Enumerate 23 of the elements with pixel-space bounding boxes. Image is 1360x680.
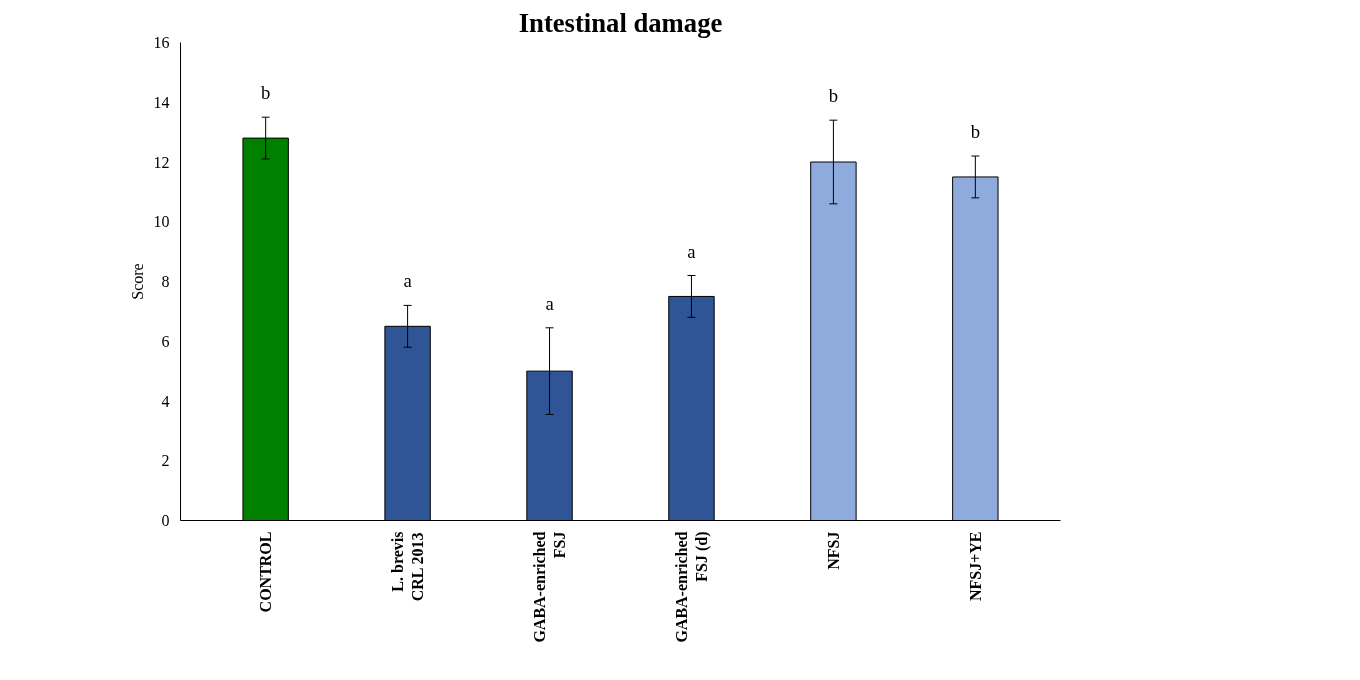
x-tick-label: NFSJ: [824, 531, 842, 570]
annotation: a: [403, 270, 413, 292]
annotation: b: [970, 121, 980, 143]
x-tick-label: NFSJ+YE: [966, 531, 984, 602]
y-tick-label: 14: [153, 93, 170, 111]
chart-title: Intestinal damage: [518, 7, 723, 38]
annotation: b: [828, 85, 839, 107]
x-tick-label: CONTROL: [257, 531, 275, 613]
annotation: a: [545, 292, 555, 314]
x-tick-label: GABA-enriched FSJ: [530, 531, 569, 643]
y-axis-title: Score: [128, 263, 146, 300]
y-tick-label: 12: [153, 153, 170, 171]
annotation: b: [261, 82, 271, 104]
y-tick-label: 8: [161, 273, 170, 290]
x-tick-label: GABA-enriched FSJ (d): [672, 531, 712, 643]
x-tick-label: L. brevis CRL 2013: [388, 531, 427, 602]
y-tick-label: 16: [153, 34, 170, 51]
y-tick-label: 4: [161, 392, 170, 410]
y-tick-label: 0: [161, 512, 170, 529]
y-tick-label: 2: [161, 452, 170, 470]
y-tick-label: 10: [153, 213, 170, 231]
y-tick-label: 6: [161, 332, 170, 350]
annotation: a: [687, 240, 697, 262]
